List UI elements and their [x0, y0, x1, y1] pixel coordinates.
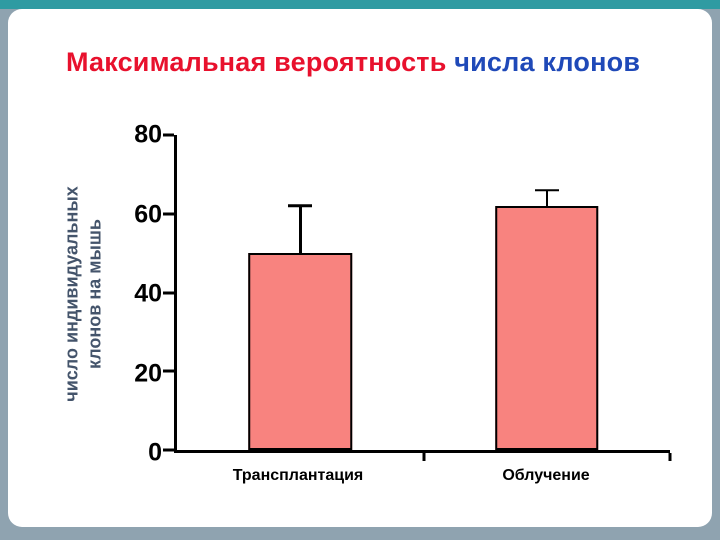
slide: Максимальная вероятность числа клонов чи… — [8, 9, 712, 527]
slide-title: Максимальная вероятность числа клонов — [66, 47, 640, 78]
y-tick-mark — [163, 133, 174, 137]
x-category-label: Трансплантация — [232, 467, 364, 484]
y-tick-label: 60 — [134, 200, 162, 228]
error-bar-cap — [288, 204, 313, 208]
y-tick-label: 0 — [148, 438, 162, 467]
error-bar-line — [545, 190, 548, 206]
y-axis-title-line1: число индивидуальных — [61, 186, 82, 402]
bar-slot — [177, 135, 424, 450]
y-tick-mark — [163, 212, 174, 216]
y-axis-title-area: число индивидуальных клонов на мышь — [48, 135, 120, 453]
y-axis-title-line2: клонов на мышь — [85, 219, 105, 369]
error-bar-line — [299, 205, 302, 254]
slide-title-part1: Максимальная вероятность — [66, 47, 447, 77]
bar-slot — [424, 135, 671, 450]
y-tick-label: 20 — [134, 359, 162, 387]
plot-area — [163, 133, 672, 461]
y-tick-labels: 0 20 40 60 80 — [120, 121, 174, 467]
y-tick-mark — [163, 291, 174, 294]
y-axis-title: число индивидуальных клонов на мышь — [61, 109, 108, 479]
x-tick-mark — [668, 453, 672, 461]
x-tick-mark — [422, 453, 425, 461]
top-accent-bar — [0, 0, 720, 9]
y-tick-label: 80 — [134, 120, 162, 149]
bar-chart: число индивидуальных клонов на мышь 0 20 4… — [48, 121, 672, 501]
x-category-label: Облучение — [502, 467, 590, 484]
bar — [494, 205, 599, 450]
y-tick-mark — [163, 369, 174, 373]
y-tick-mark — [163, 448, 174, 452]
slide-title-part2: числа клонов — [454, 47, 641, 77]
x-category-labels: Трансплантация Облучение — [174, 453, 670, 501]
error-bar-cap — [534, 188, 559, 192]
bar — [248, 253, 353, 450]
y-tick-label: 40 — [134, 279, 162, 308]
